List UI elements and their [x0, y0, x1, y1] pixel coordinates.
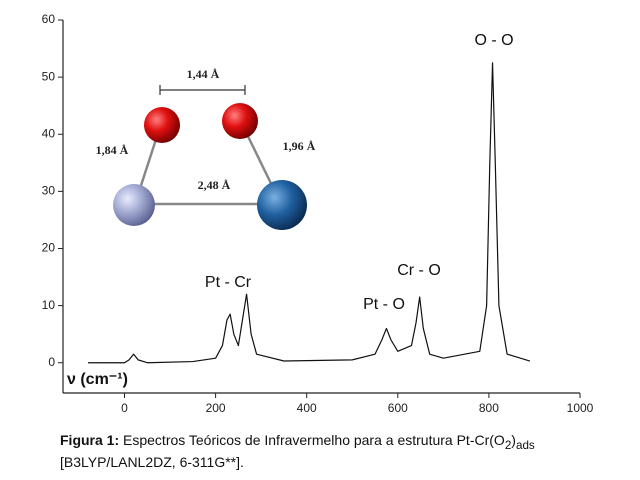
caption-text: [B3LYP/LANL2DZ, 6-311G**]. [60, 453, 244, 470]
peak-label: Pt - Cr [205, 274, 252, 291]
inset-molecule: 1,44 Å 1,84 Å 1,96 Å 2,48 Å [96, 67, 316, 230]
chart: 1,44 Å 1,84 Å 1,96 Å 2,48 Å O - O Cr - O… [42, 12, 594, 415]
inset-label: 1,84 Å [96, 143, 129, 157]
caption-text: 2 [504, 438, 512, 452]
x-tick-label: 800 [479, 401, 499, 415]
y-tick-label: 30 [42, 184, 56, 198]
x-tick-label: 600 [388, 401, 408, 415]
oxygen-atom [222, 103, 258, 139]
peak-label: Cr - O [397, 262, 441, 279]
y-tick-label: 0 [48, 355, 55, 369]
platinum-atom [113, 184, 155, 226]
spectrum-line [88, 62, 531, 364]
peak-label: O - O [474, 32, 513, 49]
caption-text: Espectros Teóricos de Infravermelho para… [119, 432, 505, 448]
caption-text: ads [515, 438, 535, 452]
caption: Figura 1: Espectros Teóricos de Infraver… [60, 432, 620, 471]
x-tick-label: 200 [206, 401, 226, 415]
y-tick-label: 10 [42, 298, 56, 312]
y-tick-label: 60 [42, 12, 56, 26]
x-tick-label: 0 [121, 401, 128, 415]
inset-label: 1,96 Å [283, 139, 316, 153]
chromium-atom [257, 180, 307, 230]
y-tick-label: 40 [42, 126, 56, 140]
y-tick-label: 20 [42, 241, 56, 255]
caption-text: ) [511, 432, 516, 448]
oxygen-atom [144, 107, 180, 143]
inset-label: 1,44 Å [187, 67, 220, 81]
x-tick-label: 1000 [567, 401, 594, 415]
peak-label: Pt - O [363, 296, 405, 313]
x-tick-label: 400 [297, 401, 317, 415]
inset-label: 2,48 Å [198, 178, 231, 192]
y-tick-label: 50 [42, 69, 56, 83]
caption-label: Figura 1: [60, 432, 120, 448]
x-axis-label: ν (cm⁻¹) [67, 371, 128, 388]
